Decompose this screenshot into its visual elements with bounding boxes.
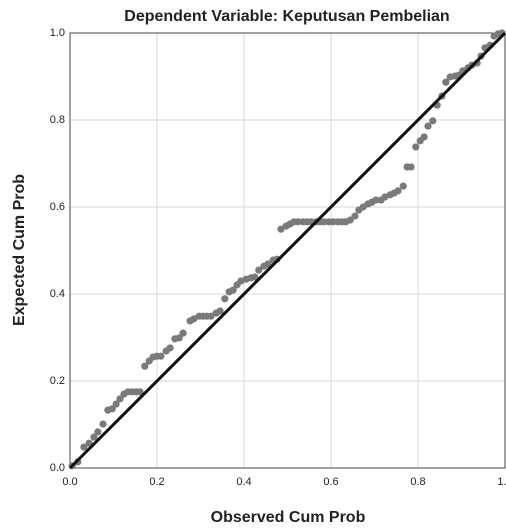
x-tick-label: 0.0 xyxy=(62,476,77,488)
y-tick-label: 0.0 xyxy=(50,462,65,474)
point xyxy=(99,420,106,427)
x-axis-title: Observed Cum Prob xyxy=(211,509,366,526)
point xyxy=(412,143,419,150)
point xyxy=(400,183,407,190)
point xyxy=(351,213,358,220)
chart: Dependent Variable: Keputusan Pembelian … xyxy=(0,0,506,529)
point xyxy=(157,353,164,360)
point xyxy=(166,344,173,351)
point xyxy=(94,428,101,435)
point xyxy=(180,330,187,337)
y-tick-label: 0.4 xyxy=(50,288,65,300)
x-tick-label: 0.8 xyxy=(410,476,425,488)
y-axis-title: Expected Cum Prob xyxy=(11,174,28,326)
y-tick-label: 0.6 xyxy=(50,201,65,213)
y-tick-label: 0.2 xyxy=(50,375,65,387)
y-tick-label: 1.0 xyxy=(50,27,65,39)
x-tick-label: 1.0 xyxy=(497,476,506,488)
page: {"chart_data": { "type": "scatter", "tit… xyxy=(0,0,506,529)
point xyxy=(221,295,228,302)
x-tick-label: 0.2 xyxy=(149,476,164,488)
x-tick-label: 0.6 xyxy=(323,476,338,488)
point xyxy=(407,163,414,170)
point xyxy=(429,117,436,124)
reference-line xyxy=(70,33,505,468)
x-tick-label: 0.4 xyxy=(236,476,251,488)
chart-title: Dependent Variable: Keputusan Pembelian xyxy=(124,8,449,25)
y-tick-label: 0.8 xyxy=(50,114,65,126)
point xyxy=(420,133,427,140)
